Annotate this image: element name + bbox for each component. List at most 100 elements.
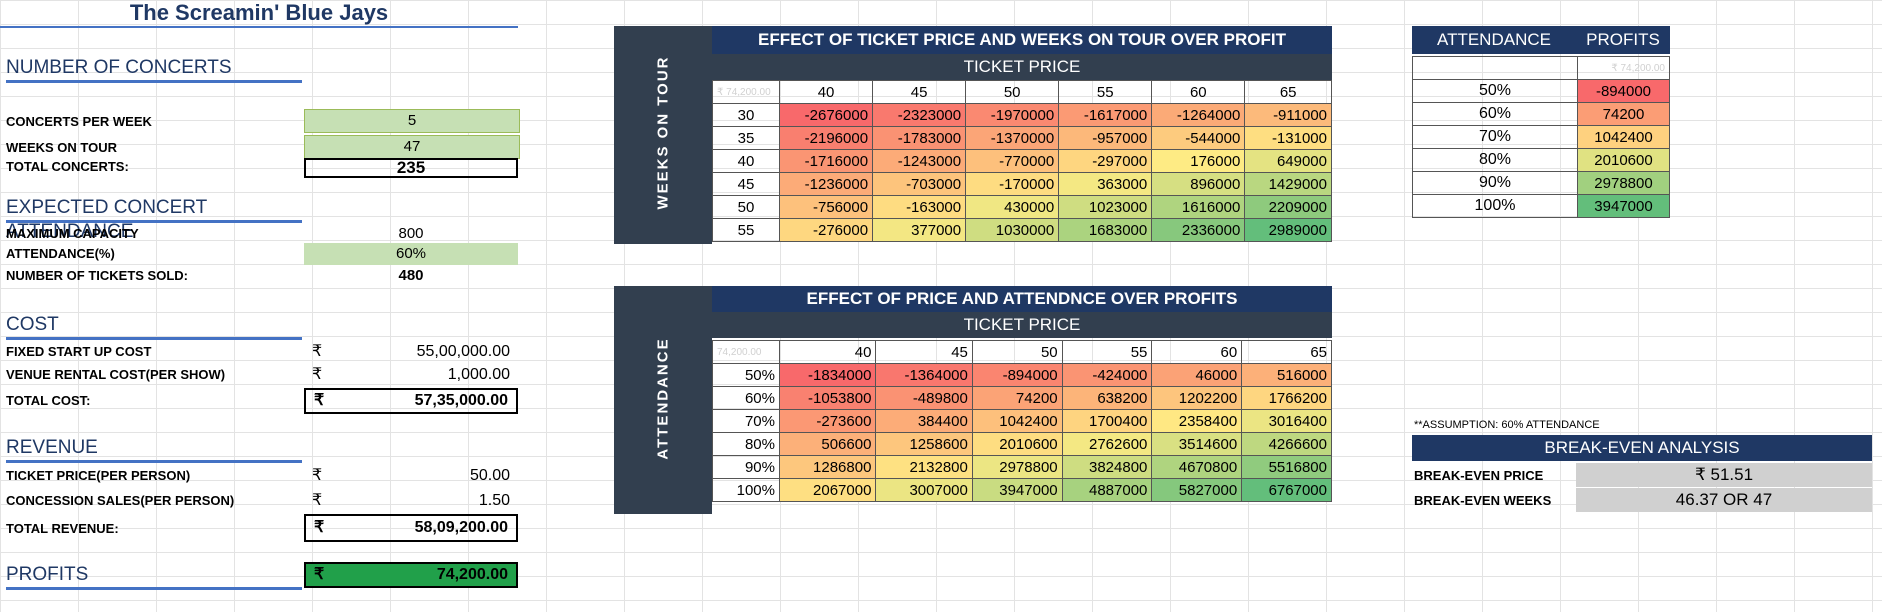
profit-cell[interactable]: -894000 (1577, 79, 1670, 103)
profit-cell[interactable]: -1053800 (778, 386, 877, 410)
column-header[interactable]: 55 (1061, 340, 1153, 364)
profit-cell[interactable]: 1683000 (1058, 218, 1153, 242)
row-header[interactable]: 100% (712, 478, 780, 502)
row-header[interactable]: 55 (712, 218, 780, 242)
profit-cell[interactable]: -131000 (1244, 126, 1332, 150)
profit-cell[interactable]: -1236000 (778, 172, 874, 196)
profit-cell[interactable]: -424000 (1061, 363, 1153, 387)
row-header[interactable]: 70% (712, 409, 780, 433)
profit-cell[interactable]: 6767000 (1241, 478, 1332, 502)
row-header[interactable]: 30 (712, 103, 780, 127)
profit-cell[interactable]: 506600 (778, 432, 877, 456)
profit-cell[interactable]: 3007000 (875, 478, 973, 502)
profit-cell[interactable]: -1834000 (778, 363, 877, 387)
profit-cell[interactable]: 1258600 (875, 432, 973, 456)
column-header[interactable]: 50 (971, 340, 1063, 364)
venue-cost-cell[interactable]: ₹ 1,000.00 (304, 364, 518, 386)
row-header[interactable]: 80% (712, 432, 780, 456)
profit-cell[interactable]: -2323000 (872, 103, 967, 127)
profit-cell[interactable]: 377000 (872, 218, 967, 242)
row-header[interactable]: 40 (712, 149, 780, 173)
profit-cell[interactable]: 2989000 (1244, 218, 1332, 242)
profit-cell[interactable]: -544000 (1151, 126, 1246, 150)
profits-cell[interactable]: ₹ 74,200.00 (304, 562, 518, 588)
attendance-cell[interactable]: 90% (1412, 171, 1578, 195)
profit-cell[interactable]: -2196000 (778, 126, 874, 150)
profit-cell[interactable]: -276000 (778, 218, 874, 242)
profit-cell[interactable]: 176000 (1151, 149, 1246, 173)
profit-cell[interactable]: -163000 (872, 195, 967, 219)
profit-cell[interactable]: 2010600 (1577, 148, 1670, 172)
profit-cell[interactable]: -2676000 (778, 103, 874, 127)
profit-cell[interactable]: -894000 (971, 363, 1063, 387)
profit-cell[interactable]: 649000 (1244, 149, 1332, 173)
profit-cell[interactable]: 4670800 (1151, 455, 1243, 479)
profit-cell[interactable]: 1700400 (1061, 409, 1153, 433)
profit-cell[interactable]: -756000 (778, 195, 874, 219)
profit-cell[interactable]: 3514600 (1151, 432, 1243, 456)
column-header[interactable]: 65 (1244, 80, 1332, 104)
profit-cell[interactable]: 4266600 (1241, 432, 1332, 456)
profit-cell[interactable]: -170000 (965, 172, 1060, 196)
row-header[interactable]: 90% (712, 455, 780, 479)
column-header[interactable]: 60 (1151, 340, 1243, 364)
column-header[interactable]: 40 (778, 340, 877, 364)
profit-cell[interactable]: 3016400 (1241, 409, 1332, 433)
row-header[interactable]: 45 (712, 172, 780, 196)
attendance-cell[interactable]: 50% (1412, 79, 1578, 103)
ticket-price-cell[interactable]: ₹ 50.00 (304, 465, 518, 487)
row-header[interactable]: 50 (712, 195, 780, 219)
row-header[interactable]: 50% (712, 363, 780, 387)
profit-cell[interactable]: -957000 (1058, 126, 1153, 150)
total-concerts-value[interactable]: 235 (304, 158, 518, 178)
profit-cell[interactable]: 2010600 (971, 432, 1063, 456)
corner-cell[interactable]: ₹ 74,200.00 (1577, 56, 1670, 80)
profit-cell[interactable]: -770000 (965, 149, 1060, 173)
profit-cell[interactable]: 3947000 (971, 478, 1063, 502)
concerts-per-week-input[interactable]: 5 (304, 109, 520, 133)
profit-cell[interactable]: -1264000 (1151, 103, 1246, 127)
max-capacity-value[interactable]: 800 (398, 225, 424, 242)
profit-cell[interactable]: 5827000 (1151, 478, 1243, 502)
profit-cell[interactable]: 1616000 (1151, 195, 1246, 219)
profit-cell[interactable]: -273600 (778, 409, 877, 433)
column-header[interactable]: 45 (872, 80, 967, 104)
profit-cell[interactable]: -489800 (875, 386, 973, 410)
profit-cell[interactable]: 2762600 (1061, 432, 1153, 456)
profit-cell[interactable]: -1970000 (965, 103, 1060, 127)
tickets-sold-value[interactable]: 480 (398, 267, 424, 284)
profit-cell[interactable]: 1286800 (778, 455, 877, 479)
profit-cell[interactable]: 2067000 (778, 478, 877, 502)
weeks-on-tour-input[interactable]: 47 (304, 135, 520, 159)
profit-cell[interactable]: -297000 (1058, 149, 1153, 173)
total-cost-cell[interactable]: ₹ 57,35,000.00 (304, 388, 518, 414)
profit-cell[interactable]: 363000 (1058, 172, 1153, 196)
profit-cell[interactable]: 74200 (971, 386, 1063, 410)
column-header[interactable]: 60 (1151, 80, 1246, 104)
profit-cell[interactable]: 4887000 (1061, 478, 1153, 502)
profit-cell[interactable]: 1042400 (1577, 125, 1670, 149)
profit-cell[interactable]: -911000 (1244, 103, 1332, 127)
profit-cell[interactable]: 384400 (875, 409, 973, 433)
column-header[interactable]: 40 (778, 80, 874, 104)
profit-cell[interactable]: 46000 (1151, 363, 1243, 387)
attendance-cell[interactable]: 100% (1412, 194, 1578, 218)
profit-cell[interactable]: 2978800 (1577, 171, 1670, 195)
profit-cell[interactable]: -1364000 (875, 363, 973, 387)
profit-cell[interactable]: 516000 (1241, 363, 1332, 387)
breakeven-price-value[interactable]: ₹ 51.51 (1576, 463, 1872, 487)
profit-cell[interactable]: 2209000 (1244, 195, 1332, 219)
profit-cell[interactable]: 3824800 (1061, 455, 1153, 479)
profit-cell[interactable]: 2336000 (1151, 218, 1246, 242)
profit-cell[interactable]: 430000 (965, 195, 1060, 219)
column-header[interactable]: 55 (1058, 80, 1153, 104)
profit-cell[interactable]: 1023000 (1058, 195, 1153, 219)
profit-cell[interactable]: 896000 (1151, 172, 1246, 196)
total-revenue-cell[interactable]: ₹ 58,09,200.00 (304, 514, 518, 542)
profit-cell[interactable]: 1042400 (971, 409, 1063, 433)
column-header[interactable]: 45 (875, 340, 973, 364)
attendance-cell[interactable]: 70% (1412, 125, 1578, 149)
corner-cell[interactable]: ₹ 74,200.00 (712, 80, 780, 104)
attendance-cell[interactable]: 60% (1412, 102, 1578, 126)
profit-cell[interactable]: -1617000 (1058, 103, 1153, 127)
